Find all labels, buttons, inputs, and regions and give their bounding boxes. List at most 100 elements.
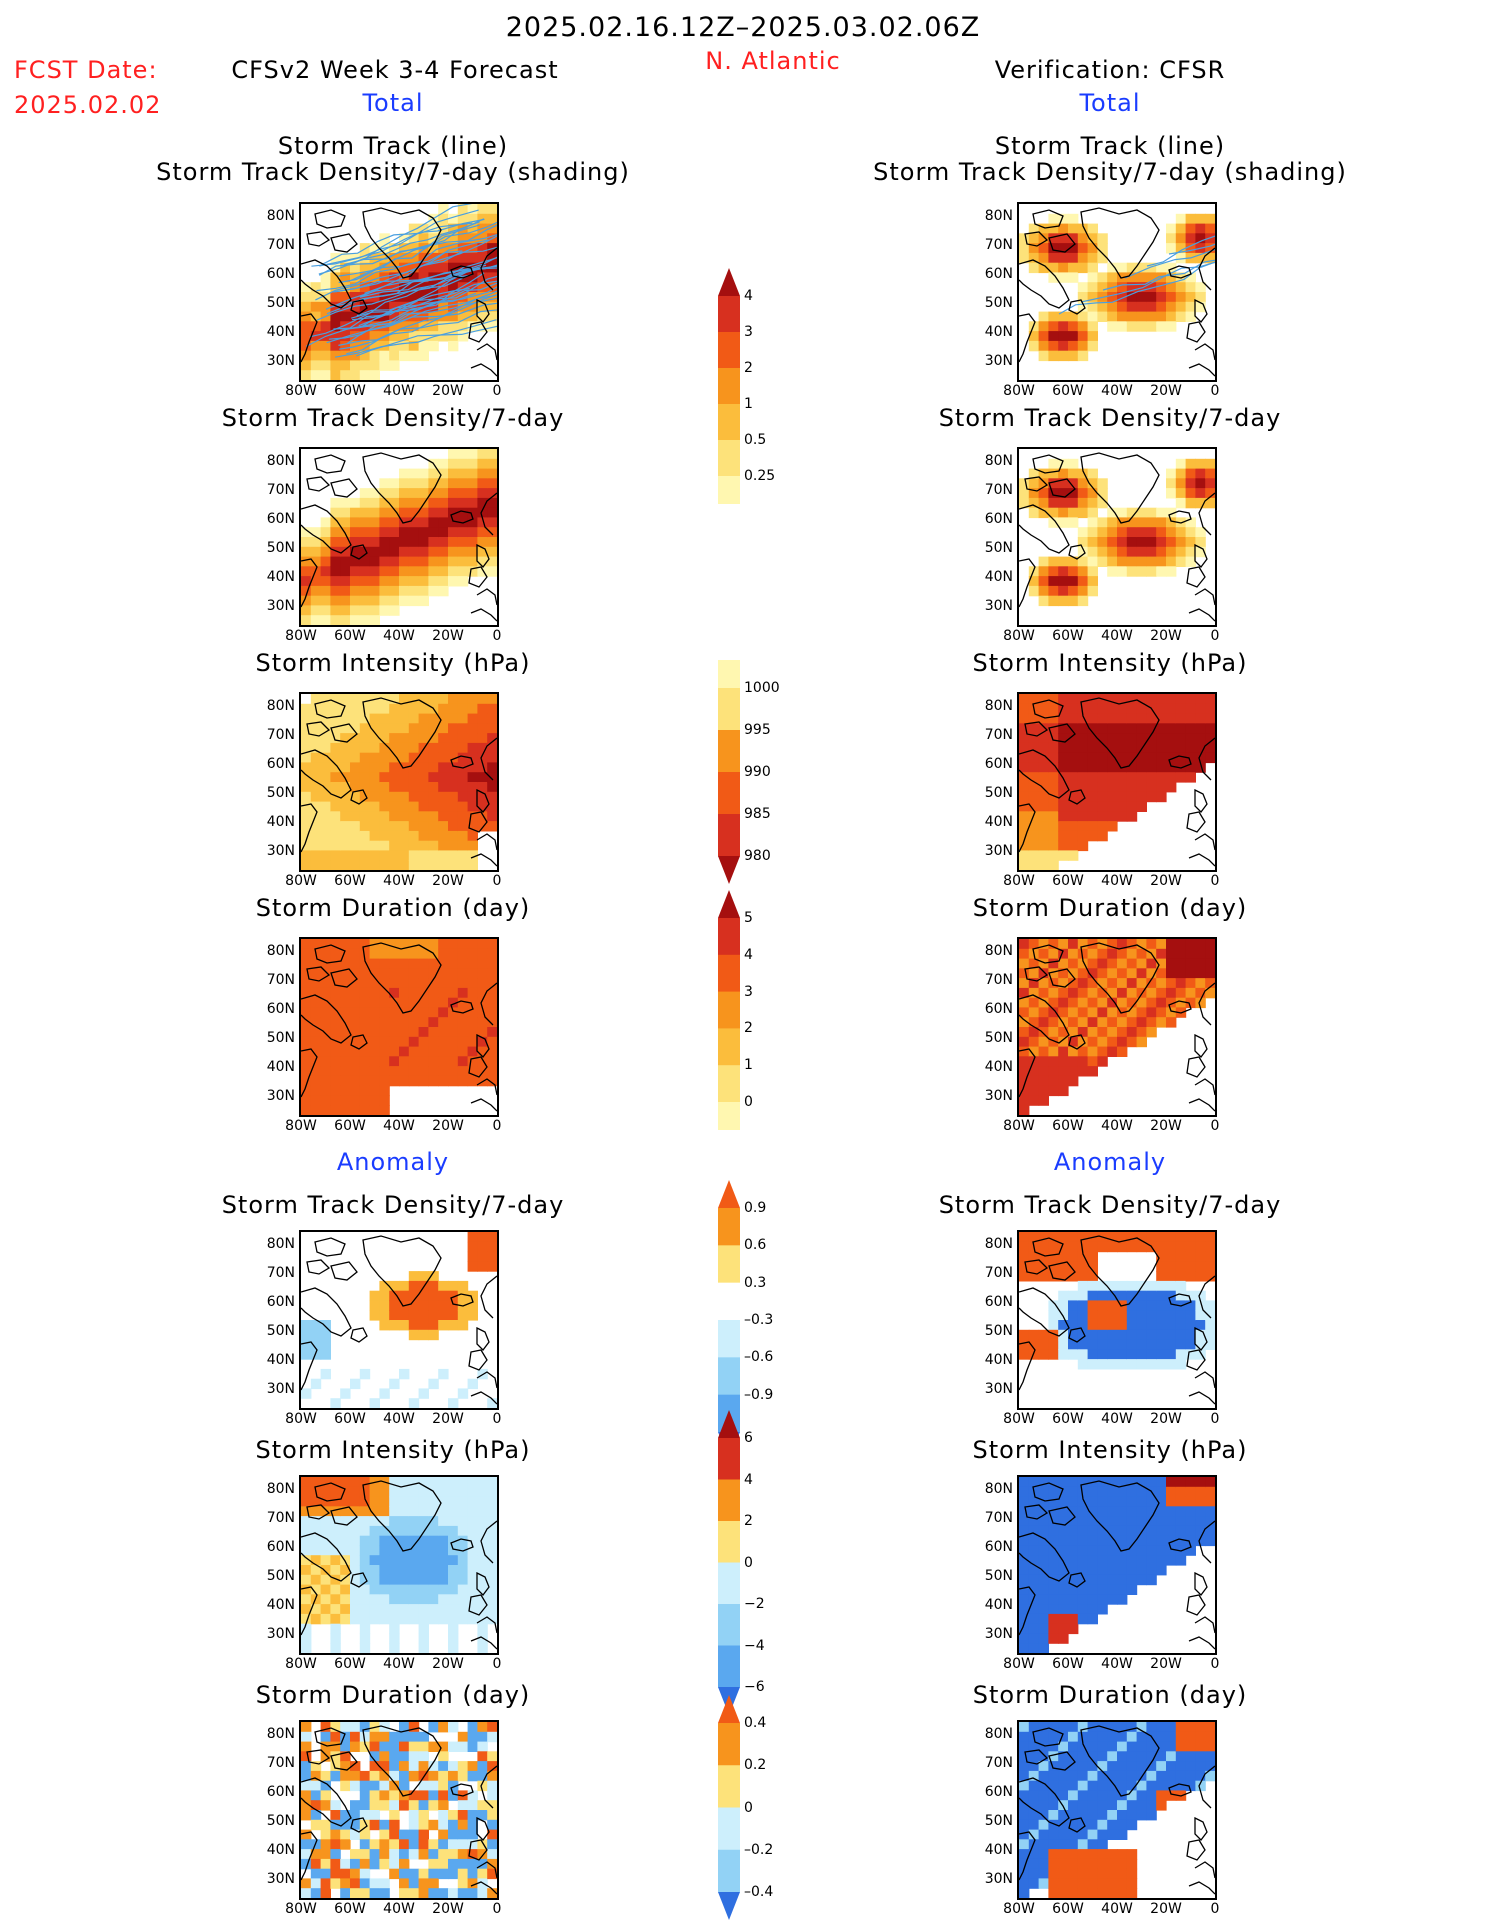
- colorbar-duration-anom-label: 0.4: [744, 1715, 767, 1731]
- colorbar-density-anom-label: 0.9: [744, 1200, 767, 1216]
- lon-tick-label: 60W: [1052, 1656, 1084, 1672]
- colorbar-density-total-label: 2: [744, 360, 753, 376]
- map-dens-cfsr: [1017, 447, 1217, 627]
- colorbar-intensity-total-label: 980: [744, 848, 771, 864]
- lat-tick-label: 30N: [984, 843, 1013, 859]
- lon-tick-label: 40W: [383, 1901, 415, 1917]
- lon-tick-label: 0: [492, 873, 502, 889]
- lon-tick-label: 80W: [1003, 1411, 1035, 1427]
- colorbar-duration-anom-label: 0: [744, 1799, 753, 1816]
- colorbar-duration-anom-label: –0.4: [744, 1884, 774, 1900]
- lat-tick-label: 40N: [984, 814, 1013, 830]
- colorbar-intensity-anom-label: −2: [744, 1596, 765, 1612]
- colorbar-duration-total-label: 4: [744, 946, 753, 963]
- colorbar-intensity-anom-label: −4: [744, 1637, 765, 1654]
- lon-tick-label: 80W: [1003, 1118, 1035, 1134]
- lat-tick-label: 30N: [984, 1088, 1013, 1104]
- lat-tick-label: 50N: [984, 785, 1013, 801]
- lat-tick-label: 50N: [266, 1323, 295, 1339]
- region-label: N. Atlantic: [705, 47, 841, 75]
- lat-tick-label: 70N: [266, 972, 295, 988]
- lat-tick-label: 50N: [266, 1030, 295, 1046]
- colorbar-duration-anom-label: 0.2: [744, 1757, 767, 1774]
- lon-tick-label: 20W: [1150, 873, 1182, 889]
- lat-tick-label: 80N: [266, 1726, 295, 1742]
- map-dur-cfsr: [1017, 937, 1217, 1117]
- colorbar-intensity-anom-label: 4: [744, 1471, 753, 1488]
- colorbar-duration-total-label: 0: [744, 1094, 753, 1110]
- lat-tick-label: 80N: [266, 698, 295, 714]
- colorbar-duration-total-label: 1: [744, 1057, 753, 1074]
- lat-tick-label: 60N: [266, 1784, 295, 1800]
- lat-tick-label: 70N: [266, 1755, 295, 1771]
- panel-title-track-shading-right: Storm Track Density/7-day (shading): [873, 158, 1347, 186]
- lon-tick-label: 0: [492, 1118, 502, 1134]
- lon-tick-label: 80W: [285, 873, 317, 889]
- colorbar-intensity-anom-label: 2: [744, 1513, 753, 1529]
- lon-tick-label: 40W: [383, 1118, 415, 1134]
- verification-title: Verification: CFSR: [994, 56, 1226, 84]
- lon-tick-label: 0: [492, 383, 502, 399]
- lon-tick-label: 80W: [1003, 1901, 1035, 1917]
- colorbar-intensity-anom-label: 0: [744, 1554, 753, 1571]
- lon-tick-label: 60W: [334, 1411, 366, 1427]
- map-adens-cfsr: [1017, 1230, 1217, 1410]
- lon-tick-label: 60W: [334, 1656, 366, 1672]
- colorbar-density-anom-label: 0.3: [744, 1274, 767, 1291]
- panel-title-duration-anom-left: Storm Duration (day): [255, 1681, 531, 1709]
- colorbar-duration-total: [718, 890, 740, 1130]
- lon-tick-label: 0: [1210, 1118, 1220, 1134]
- lat-tick-label: 30N: [266, 1626, 295, 1642]
- map-dens-tracks-cfsv2: [299, 202, 499, 382]
- lon-tick-label: 60W: [1052, 1901, 1084, 1917]
- lat-tick-label: 30N: [984, 1871, 1013, 1887]
- forecast-title: CFSv2 Week 3-4 Forecast: [231, 56, 559, 84]
- lon-tick-label: 40W: [1101, 628, 1133, 644]
- panel-title-intensity-anom-right: Storm Intensity (hPa): [972, 1436, 1248, 1464]
- lat-tick-label: 40N: [266, 1059, 295, 1075]
- lat-tick-label: 60N: [266, 1001, 295, 1017]
- lat-tick-label: 30N: [984, 353, 1013, 369]
- colorbar-intensity-total-label: 990: [744, 764, 771, 780]
- lat-tick-label: 40N: [984, 324, 1013, 340]
- lon-tick-label: 0: [1210, 873, 1220, 889]
- lon-tick-label: 60W: [334, 1901, 366, 1917]
- panel-title-track-line-right: Storm Track (line): [994, 132, 1226, 160]
- lon-tick-label: 80W: [1003, 873, 1035, 889]
- lat-tick-label: 60N: [984, 1001, 1013, 1017]
- colorbar-intensity-total-label: 1000: [744, 680, 780, 696]
- lon-tick-label: 20W: [432, 1411, 464, 1427]
- map-adur-cfsv2: [299, 1720, 499, 1900]
- panel-title-density-anom-right: Storm Track Density/7-day: [938, 1191, 1282, 1219]
- lat-tick-label: 50N: [984, 1030, 1013, 1046]
- map-adens-cfsv2: [299, 1230, 499, 1410]
- lat-tick-label: 40N: [266, 1842, 295, 1858]
- lat-tick-label: 40N: [984, 1059, 1013, 1075]
- lat-tick-label: 60N: [266, 266, 295, 282]
- lat-tick-label: 80N: [266, 943, 295, 959]
- colorbar-duration-total-label: 3: [744, 983, 753, 1000]
- colorbar-intensity-anom-label: −6: [744, 1679, 765, 1695]
- map-int-cfsv2: [299, 692, 499, 872]
- lat-tick-label: 60N: [984, 1294, 1013, 1310]
- lat-tick-label: 40N: [266, 814, 295, 830]
- lat-tick-label: 40N: [266, 1352, 295, 1368]
- colorbar-density-total-label: 3: [744, 324, 753, 340]
- lon-tick-label: 20W: [432, 1656, 464, 1672]
- colorbar-duration-total-label: 5: [744, 910, 753, 926]
- colorbar-density-anom-label: –0.3: [744, 1312, 774, 1328]
- lon-tick-label: 0: [1210, 1901, 1220, 1917]
- lat-tick-label: 30N: [984, 1626, 1013, 1642]
- lat-tick-label: 60N: [984, 756, 1013, 772]
- lat-tick-label: 60N: [984, 1539, 1013, 1555]
- map-aint-cfsr: [1017, 1475, 1217, 1655]
- lat-tick-label: 70N: [984, 1265, 1013, 1281]
- lon-tick-label: 80W: [285, 1901, 317, 1917]
- lon-tick-label: 60W: [334, 1118, 366, 1134]
- panel-title-density-left: Storm Track Density/7-day: [221, 404, 565, 432]
- lat-tick-label: 80N: [266, 453, 295, 469]
- lon-tick-label: 0: [492, 1901, 502, 1917]
- lon-tick-label: 40W: [1101, 383, 1133, 399]
- lon-tick-label: 60W: [334, 873, 366, 889]
- lon-tick-label: 40W: [383, 383, 415, 399]
